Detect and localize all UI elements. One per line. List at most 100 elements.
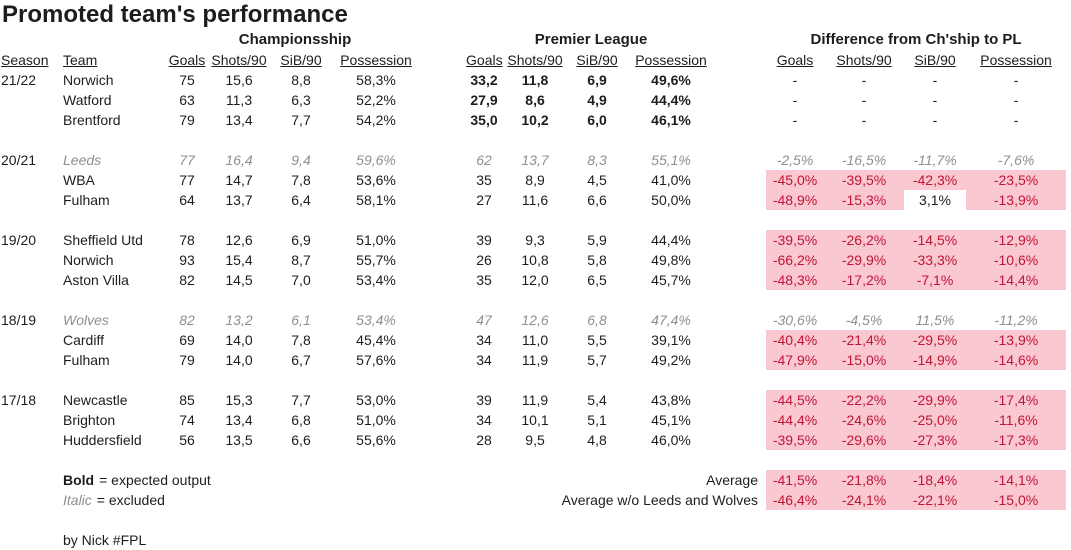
cell-championship-goals: 63	[179, 92, 195, 108]
cell-premier-league-possession: 46,1%	[651, 112, 691, 128]
cell-championship-goals: 82	[179, 272, 195, 288]
cell-difference-sib90: -29,5%	[904, 330, 967, 350]
table-row: 21/22 Norwich 75 15,6 8,8 58,3% 33,2 11,8 6,9 49,…	[1, 70, 1066, 90]
cell-championship-shots90: 14,5	[225, 272, 253, 288]
cell-championship-shots90: 13,7	[225, 192, 253, 208]
cell-championship-possession: 55,6%	[356, 432, 396, 448]
cell-difference-possession: -17,3%	[966, 430, 1067, 450]
cell-premier-league-possession: 44,4%	[651, 92, 691, 108]
column-gap	[422, 90, 466, 110]
column-gap	[716, 250, 766, 270]
cell-team: Leeds	[63, 152, 102, 168]
cell-premier-league-sib90: 5,1	[587, 412, 607, 428]
cell-difference-goals: -39,5%	[766, 430, 825, 450]
cell-championship-shots90: 14,0	[225, 352, 253, 368]
cell-championship-shots90: 11,3	[225, 92, 253, 108]
cell-difference-sib90: -14,9%	[904, 350, 967, 370]
table-row: Brighton 74 13,4 6,8 51,0% 34 10,1 5,1 45,1% -44,…	[1, 410, 1067, 430]
cell-average-shots90: -21,8%	[824, 470, 905, 490]
cell-premier-league-shots90: 11,9	[521, 352, 549, 368]
spacer	[1, 510, 1066, 530]
cell-season: 18/19	[1, 312, 37, 328]
cell-championship-possession: 57,6%	[356, 352, 396, 368]
cell-premier-league-shots90: 13,7	[521, 152, 549, 168]
col-header-premier-league-goals: Goals	[466, 52, 503, 68]
cell-difference-goals: -39,5%	[766, 230, 825, 250]
cell-premier-league-shots90: 8,6	[525, 92, 545, 108]
column-gap	[422, 430, 466, 450]
column-gap	[422, 410, 466, 430]
cell-championship-sib90: 7,0	[291, 272, 311, 288]
cell-championship-shots90: 13,5	[225, 432, 253, 448]
cell-premier-league-possession: 41,0%	[651, 172, 691, 188]
column-gap	[422, 330, 466, 350]
cell-difference-sib90: -42,3%	[904, 170, 967, 190]
cell-difference-possession: -	[1013, 72, 1019, 88]
column-gap	[422, 150, 466, 170]
cell-difference-goals: -48,9%	[766, 190, 825, 210]
cell-championship-shots90: 13,2	[225, 312, 253, 328]
cell-premier-league-sib90: 6,6	[587, 192, 607, 208]
cell-difference-possession: -13,9%	[966, 330, 1067, 350]
column-gap	[716, 90, 766, 110]
cell-difference-possession: -23,5%	[966, 170, 1067, 190]
cell-championship-sib90: 7,7	[291, 392, 311, 408]
cell-premier-league-sib90: 4,9	[587, 92, 607, 108]
spacer-row	[1, 210, 1066, 230]
col-header-team: Team	[63, 52, 98, 68]
cell-championship-goals: 75	[179, 72, 195, 88]
cell-premier-league-sib90: 8,3	[587, 152, 607, 168]
column-gap	[716, 50, 766, 70]
cell-season: 19/20	[1, 232, 37, 248]
cell-difference-goals: -44,4%	[766, 410, 825, 430]
cell-difference-possession: -12,9%	[966, 230, 1067, 250]
column-header-row: Season Team Goals Shots/90 SiB/90 Posses…	[1, 50, 1066, 70]
cell-season: 21/22	[1, 72, 37, 88]
column-gap	[422, 70, 466, 90]
cell-championship-sib90: 7,7	[291, 112, 311, 128]
cell-championship-goals: 93	[179, 252, 195, 268]
column-gap	[422, 250, 466, 270]
cell-season	[1, 350, 63, 370]
cell-team: Brighton	[63, 412, 116, 428]
cell-championship-possession: 54,2%	[356, 112, 396, 128]
table-row: Brentford 79 13,4 7,7 54,2% 35,0 10,2 6,0 46,1% -…	[1, 110, 1066, 130]
cell-championship-shots90: 12,6	[225, 232, 253, 248]
cell-championship-sib90: 6,8	[291, 412, 311, 428]
cell-championship-sib90: 8,8	[291, 72, 311, 88]
cell-team: Fulham	[63, 192, 110, 208]
table-row: Huddersfield 56 13,5 6,6 55,6% 28 9,5 4,8 46,0% -…	[1, 430, 1067, 450]
cell-difference-shots90: -29,6%	[824, 430, 905, 450]
cell-premier-league-sib90: 6,0	[587, 112, 607, 128]
cell-premier-league-shots90: 9,3	[525, 232, 545, 248]
cell-premier-league-possession: 55,1%	[651, 152, 691, 168]
cell-premier-league-shots90: 12,6	[521, 312, 549, 328]
cell-team: Watford	[63, 92, 112, 108]
col-header-difference-sib90: SiB/90	[914, 52, 956, 68]
cell-premier-league-possession: 43,8%	[651, 392, 691, 408]
col-header-premier-league-possession: Possession	[635, 52, 707, 68]
cell-premier-league-goals: 39	[476, 392, 492, 408]
column-gap	[422, 170, 466, 190]
cell-championship-sib90: 7,8	[291, 332, 311, 348]
spacer	[1, 130, 1066, 150]
cell-difference-shots90: -	[861, 112, 867, 128]
column-gap	[716, 270, 766, 290]
cell-premier-league-goals: 47	[476, 312, 492, 328]
cell-difference-shots90: -22,2%	[824, 390, 905, 410]
cell-championship-sib90: 6,4	[291, 192, 311, 208]
col-header-championship-shots90: Shots/90	[211, 52, 267, 68]
cell-premier-league-sib90: 6,9	[587, 72, 607, 88]
cell-team: Wolves	[63, 312, 109, 328]
cell-team: Aston Villa	[63, 272, 129, 288]
cell-difference-possession: -11,2%	[994, 312, 1038, 328]
cell-championship-goals: 79	[179, 352, 195, 368]
legend-italic-key: Italic	[63, 492, 92, 508]
cell-championship-sib90: 6,3	[291, 92, 311, 108]
cell-championship-sib90: 6,6	[291, 432, 311, 448]
cell-difference-shots90: -15,3%	[824, 190, 905, 210]
column-gap	[422, 310, 466, 330]
cell-championship-sib90: 8,7	[291, 252, 311, 268]
cell-premier-league-shots90: 11,6	[521, 192, 549, 208]
spacer	[1, 450, 1066, 470]
